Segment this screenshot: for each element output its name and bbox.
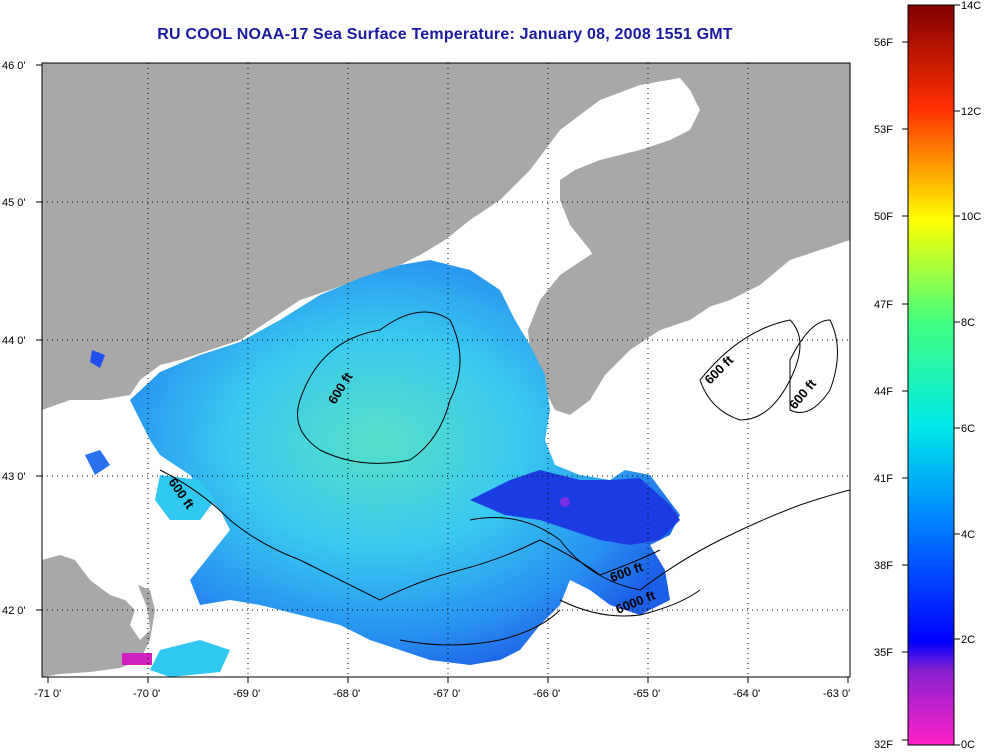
land-nova-scotia xyxy=(528,150,850,415)
cb-f-3: 50F xyxy=(874,211,893,223)
cb-f-8: 35F xyxy=(874,647,893,659)
cb-f-1: 56F xyxy=(874,37,893,49)
lon-tick-1: -71 0' xyxy=(34,688,61,700)
cb-f-7: 38F xyxy=(874,560,893,572)
lon-tick-9: -63 0' xyxy=(823,688,850,700)
lat-tick-2: 45 0' xyxy=(2,197,26,209)
lat-tick-4: 43 0' xyxy=(2,471,26,483)
lon-tick-4: -68 0' xyxy=(333,688,360,700)
colorbar xyxy=(907,4,955,746)
cb-f-2: 53F xyxy=(874,124,893,136)
cb-c-5: 6C xyxy=(961,423,975,435)
lat-tick-3: 44 0' xyxy=(2,335,26,347)
lat-tick-1: 46 0' xyxy=(2,60,26,72)
cb-f-6: 41F xyxy=(874,473,893,485)
map-title: RU COOL NOAA-17 Sea Surface Temperature:… xyxy=(157,26,733,43)
lon-tick-6: -66 0' xyxy=(533,688,560,700)
cb-c-8: 0C xyxy=(961,739,975,751)
cb-c-3: 10C xyxy=(961,211,981,223)
lon-tick-8: -64 0' xyxy=(733,688,760,700)
lon-tick-2: -70 0' xyxy=(133,688,160,700)
lon-tick-5: -67 0' xyxy=(433,688,460,700)
lon-tick-7: -65 0' xyxy=(633,688,660,700)
cb-c-6: 4C xyxy=(961,529,975,541)
cb-c-1: 14C xyxy=(961,0,981,12)
cb-c-2: 12C xyxy=(961,106,981,118)
cb-f-9: 32F xyxy=(874,739,893,751)
cb-f-4: 47F xyxy=(874,299,893,311)
lat-tick-5: 42 0' xyxy=(2,605,26,617)
lon-tick-3: -69 0' xyxy=(233,688,260,700)
land-massachusetts xyxy=(42,555,155,677)
sst-data xyxy=(130,260,680,665)
cb-c-7: 2C xyxy=(961,634,975,646)
cb-f-5: 44F xyxy=(874,386,893,398)
cb-c-4: 8C xyxy=(961,317,975,329)
